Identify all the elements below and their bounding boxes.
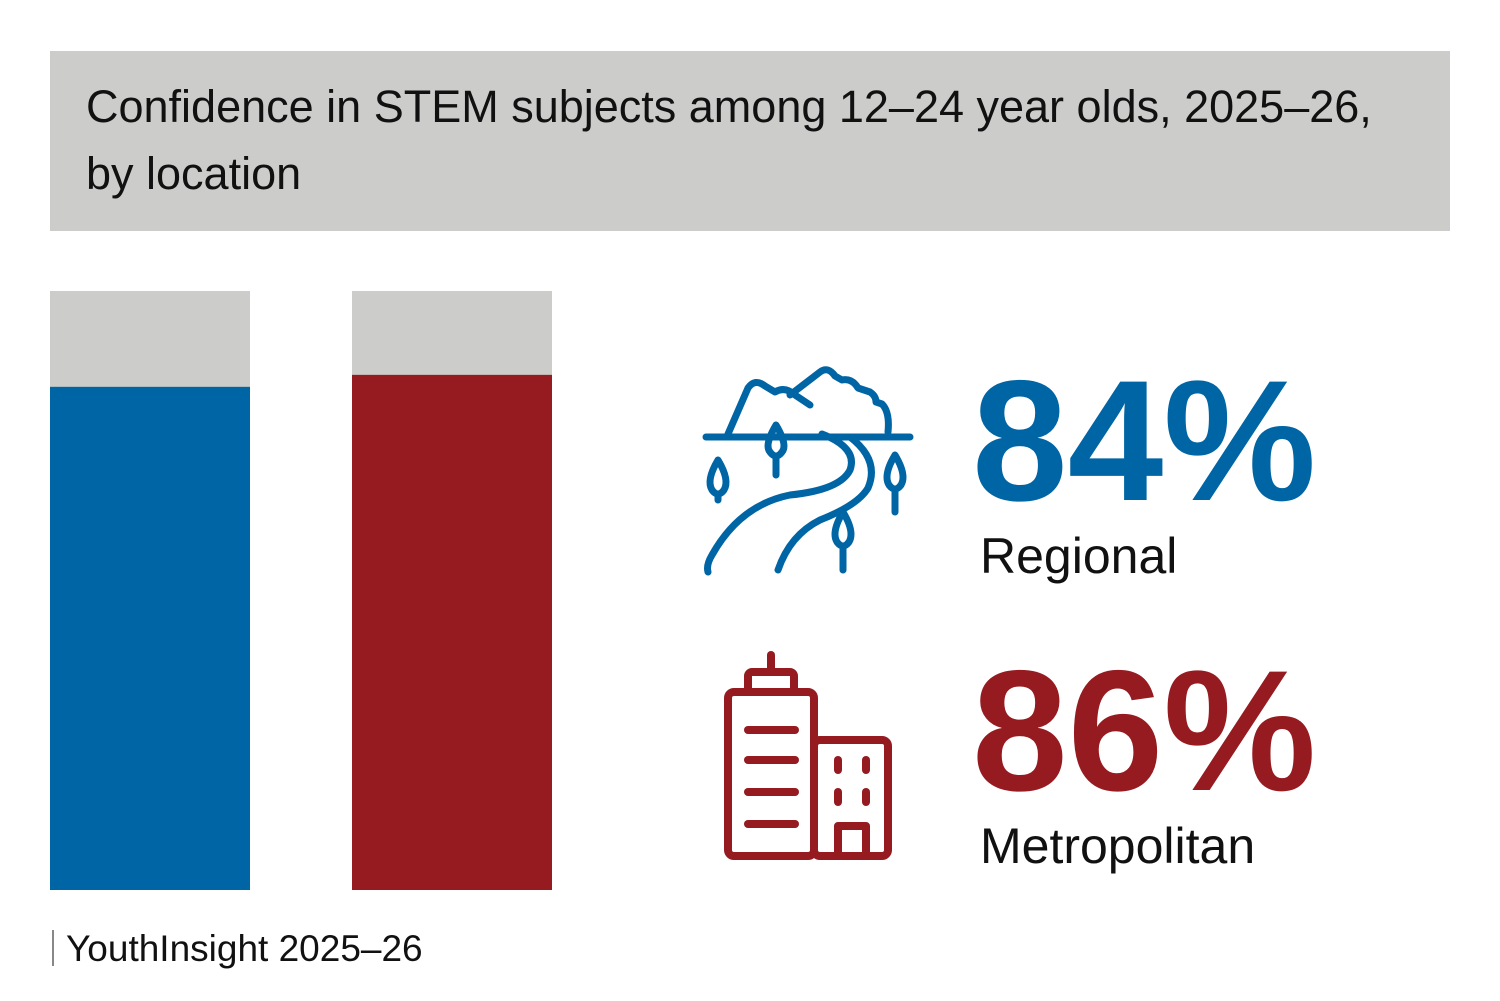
title-box: Confidence in STEM subjects among 12–24 … bbox=[50, 51, 1450, 231]
value-label: 86% bbox=[972, 635, 1316, 827]
regional-icon bbox=[702, 366, 914, 576]
metropolitan-icon bbox=[724, 651, 892, 860]
bar bbox=[50, 386, 250, 890]
bar bbox=[352, 374, 552, 890]
value-label: 84% bbox=[972, 345, 1316, 537]
source: YouthInsight 2025–26 bbox=[66, 928, 423, 969]
chart-title: Confidence in STEM subjects among 12–24 … bbox=[86, 81, 1372, 199]
category-label: Metropolitan bbox=[980, 818, 1255, 874]
category-label: Regional bbox=[980, 528, 1177, 584]
